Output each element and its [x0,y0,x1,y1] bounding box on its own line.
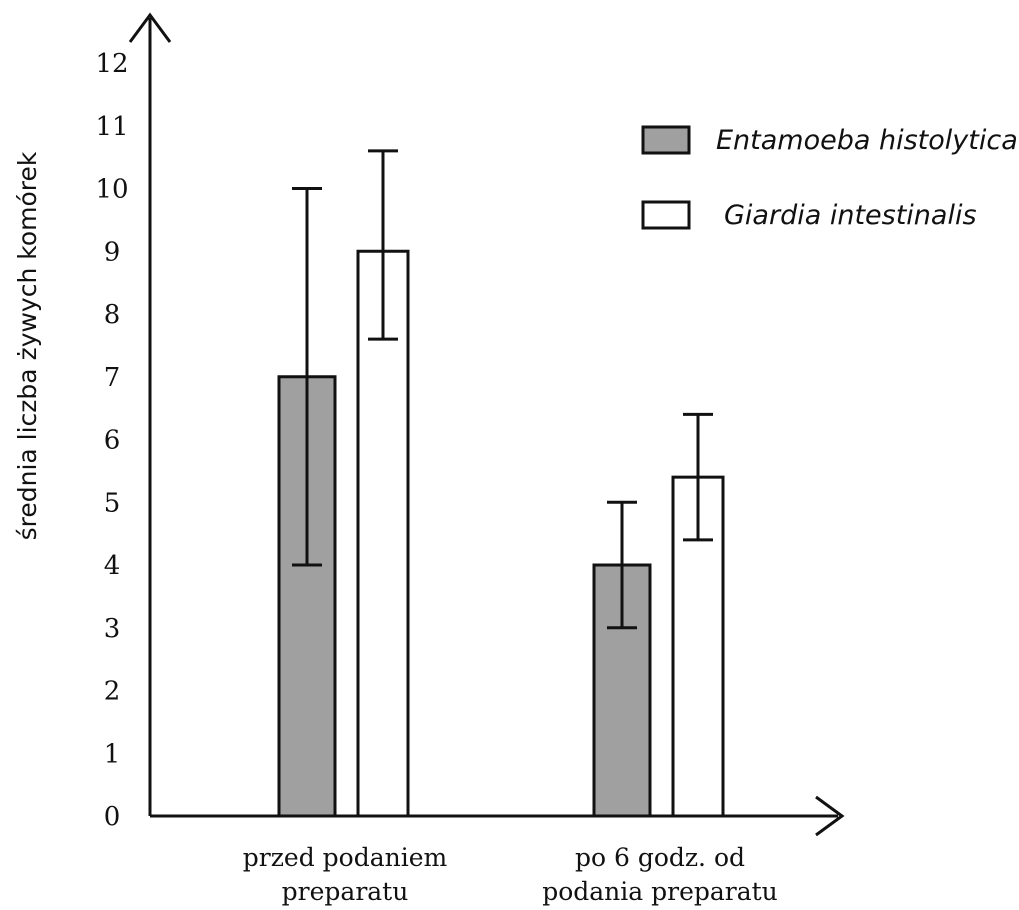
y-tick-label: 0 [104,802,121,832]
y-axis-label: średnia liczba żywych komórek [13,151,42,540]
y-tick-label: 3 [104,614,121,644]
x-category-label: po 6 godz. od [575,843,745,872]
legend-swatch [641,200,691,230]
y-tick-label: 10 [95,175,128,205]
y-tick-label: 12 [95,49,128,79]
legend-label: Giardia intestinalis [724,200,977,231]
y-tick-label: 5 [104,488,121,518]
x-category-label: przed podaniem [243,843,448,872]
y-axis-arrow [128,12,172,43]
error-bars [292,149,713,630]
x-category-label: podania preparatu [542,877,778,906]
y-tick-label: 6 [104,426,121,456]
legend-swatch [641,125,691,155]
y-tick-label: 1 [104,739,121,769]
legend: Entamoeba histolytica Giardia intestinali… [641,125,1018,231]
y-tick-label: 8 [104,300,121,330]
bars [277,249,725,818]
y-tick-label: 9 [104,237,121,267]
x-category-labels: przed podaniem preparatu po 6 godz. od poda… [243,843,778,906]
y-tick-label: 11 [95,112,128,142]
x-category-label: preparatu [282,877,409,906]
y-tick-label: 4 [104,551,121,581]
y-tick-label: 2 [104,677,121,707]
x-axis-arrow [815,795,845,837]
y-tick-label: 7 [104,363,121,393]
legend-label: Entamoeba histolytica [716,125,1018,156]
